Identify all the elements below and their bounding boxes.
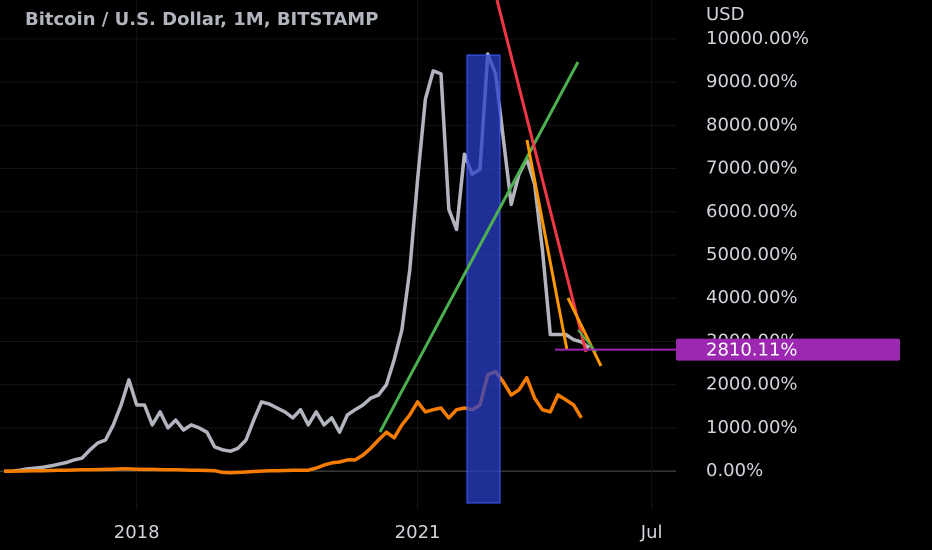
y-tick-label: 0.00% bbox=[706, 460, 763, 481]
trend-line bbox=[577, 329, 597, 353]
chart-title: Bitcoin / U.S. Dollar, 1M, BITSTAMP bbox=[25, 9, 378, 30]
x-tick-label: Jul bbox=[640, 522, 663, 543]
y-tick-label: 7000.00% bbox=[706, 158, 798, 179]
axis-unit: USD bbox=[706, 4, 744, 25]
price-label: 2810.11% bbox=[706, 340, 798, 361]
drawings bbox=[378, 0, 603, 504]
trend-line bbox=[566, 297, 603, 367]
y-tick-label: 2000.00% bbox=[706, 374, 798, 395]
trend-line bbox=[495, 0, 588, 353]
y-tick-label: 9000.00% bbox=[706, 71, 798, 92]
y-tick-label: 1000.00% bbox=[706, 417, 798, 438]
y-tick-label: 6000.00% bbox=[706, 201, 798, 222]
y-tick-label: 10000.00% bbox=[706, 28, 809, 49]
trend-line bbox=[525, 139, 569, 351]
y-tick-label: 5000.00% bbox=[706, 244, 798, 265]
x-tick-label: 2018 bbox=[114, 522, 160, 543]
axis-layer: 0.00%1000.00%2000.00%3000.00%4000.00%500… bbox=[114, 28, 900, 543]
y-tick-label: 8000.00% bbox=[706, 114, 798, 135]
x-tick-label: 2021 bbox=[395, 522, 441, 543]
highlight-range bbox=[466, 54, 501, 504]
trend-line bbox=[378, 61, 580, 433]
y-tick-label: 4000.00% bbox=[706, 287, 798, 308]
price-label-box bbox=[676, 338, 900, 361]
